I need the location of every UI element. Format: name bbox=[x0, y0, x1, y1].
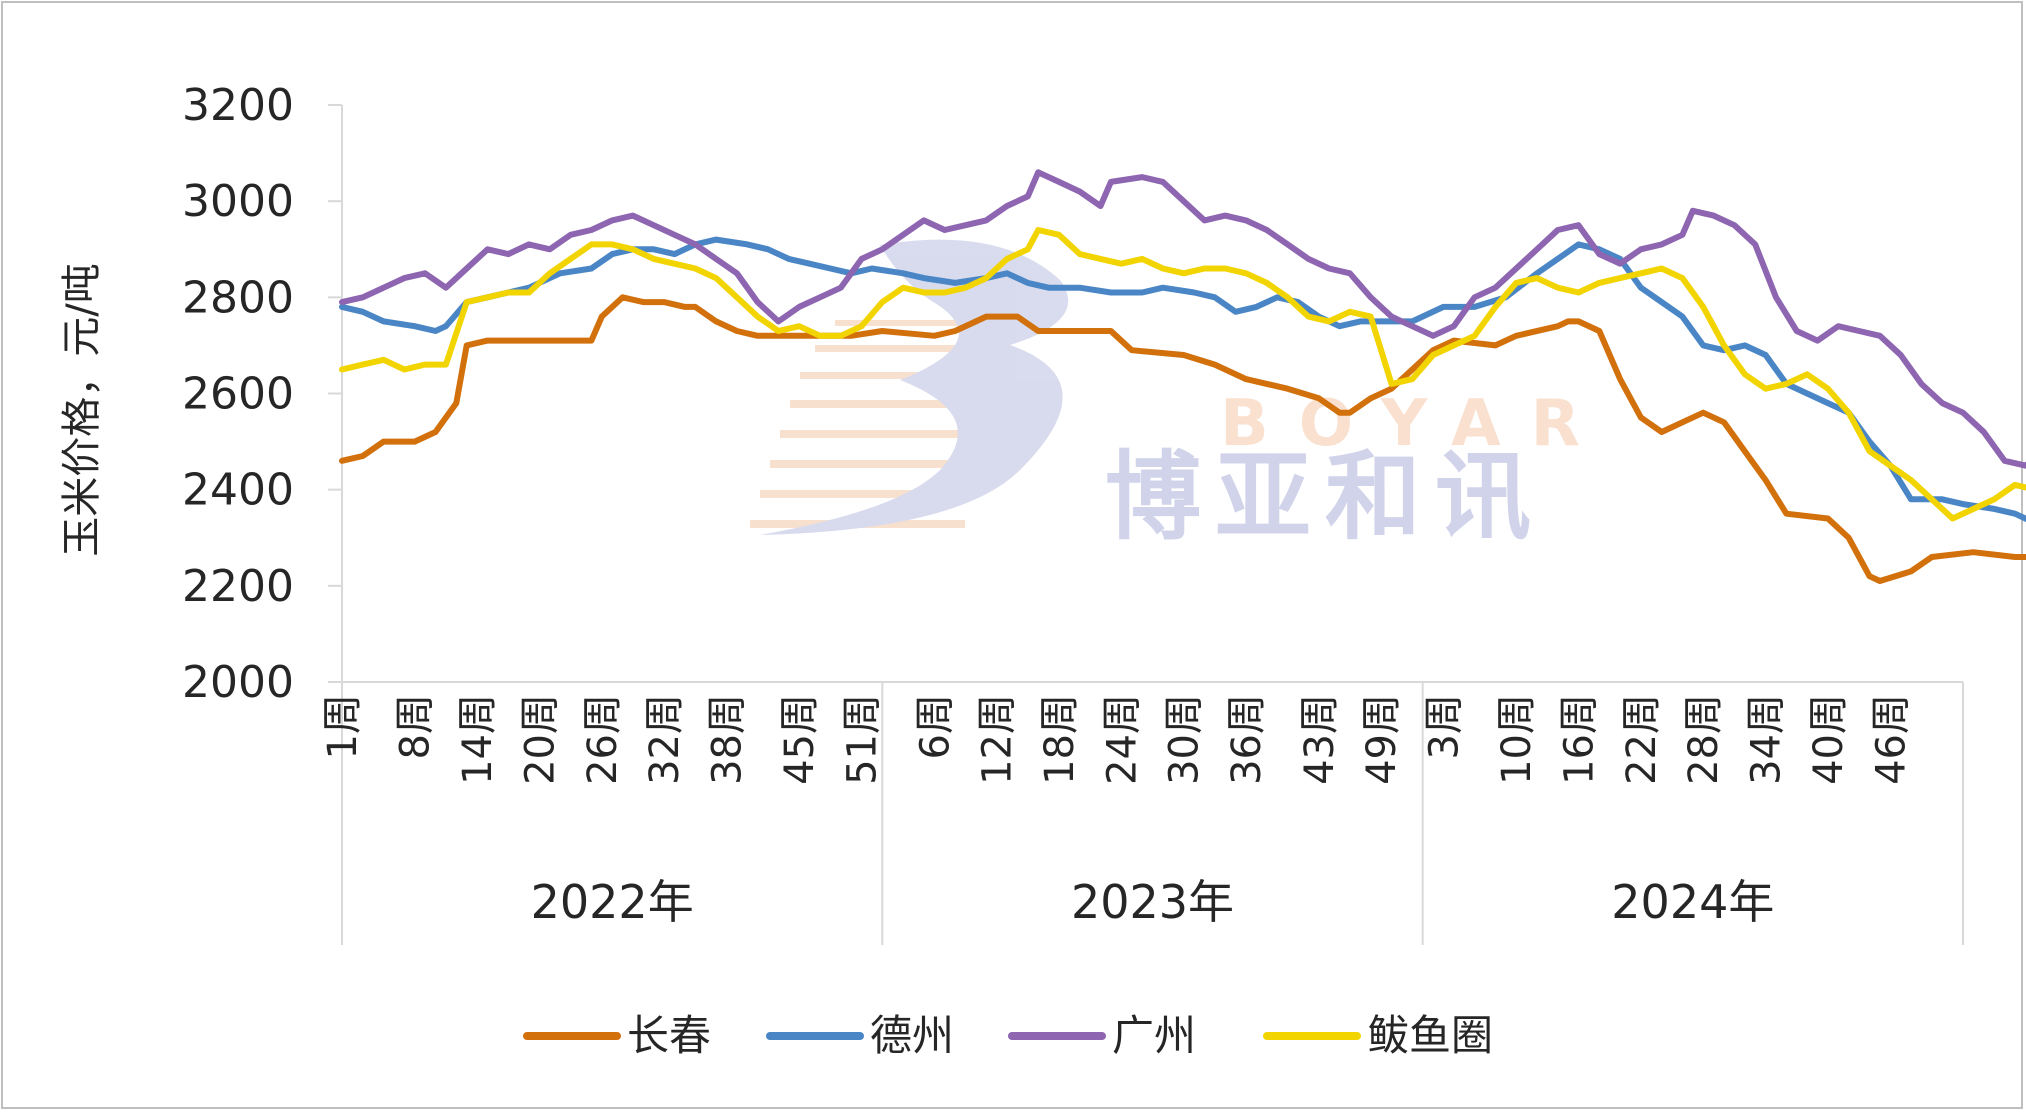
x-tick-label: 49周 bbox=[1359, 694, 1405, 785]
x-tick-label: 46周 bbox=[1868, 694, 1914, 785]
y-tick-label: 3200 bbox=[182, 80, 294, 131]
x-tick-label: 45周 bbox=[777, 694, 823, 785]
x-tick-label: 30周 bbox=[1162, 694, 1208, 785]
x-tick-label: 38周 bbox=[704, 694, 750, 785]
watermark-logo: 博亚和讯 BOYAR bbox=[750, 239, 1610, 553]
series-line-3 bbox=[339, 169, 2026, 469]
x-tick-label: 18周 bbox=[1037, 694, 1083, 785]
x-tick-label: 6周 bbox=[912, 694, 958, 759]
y-tick-label: 2200 bbox=[182, 561, 294, 612]
y-tick-label: 2000 bbox=[182, 657, 294, 708]
watermark-subtext: BOYAR bbox=[1220, 387, 1610, 461]
series-line-1 bbox=[339, 294, 2026, 584]
x-tick-label: 51周 bbox=[840, 694, 886, 785]
x-tick-label: 3周 bbox=[1421, 694, 1467, 759]
x-tick-label: 20周 bbox=[517, 694, 563, 785]
year-label: 2022年 bbox=[531, 875, 694, 929]
y-tick-label: 2600 bbox=[182, 369, 294, 420]
legend-label: 广州 bbox=[1112, 1011, 1196, 1060]
watermark-text: 博亚和讯 bbox=[1105, 441, 1545, 553]
x-tick-label: 24周 bbox=[1099, 694, 1145, 785]
year-label: 2023年 bbox=[1071, 875, 1234, 929]
x-tick-label: 34周 bbox=[1744, 694, 1790, 785]
watermark-b-shape bbox=[760, 239, 1069, 535]
series-line-2 bbox=[339, 236, 2026, 523]
x-tick-label: 12周 bbox=[975, 694, 1021, 785]
legend-label: 德州 bbox=[870, 1011, 954, 1060]
x-tick-label: 10周 bbox=[1494, 694, 1540, 785]
legend: 长春 德州 广州 鲅鱼圈 bbox=[523, 1011, 1493, 1060]
series-layer bbox=[339, 169, 2026, 584]
y-tick-label: 2800 bbox=[182, 272, 294, 323]
x-tick-label: 28周 bbox=[1681, 694, 1727, 785]
x-tick-label: 14周 bbox=[455, 694, 501, 785]
x-tick-label: 26周 bbox=[580, 694, 626, 785]
axes: 2000 2200 2400 2600 2800 3000 3200 1周 8周 14周 20周 26… bbox=[182, 80, 1964, 945]
x-tick-label: 1周 bbox=[320, 694, 366, 759]
x-tick-label: 32周 bbox=[642, 694, 688, 785]
x-tick-label: 22周 bbox=[1619, 694, 1665, 785]
y-axis-label: 玉米价格，元/吨 bbox=[59, 263, 105, 556]
x-tick-label: 43周 bbox=[1297, 694, 1343, 785]
x-tick-label: 36周 bbox=[1224, 694, 1270, 785]
x-tick-label: 8周 bbox=[393, 694, 439, 759]
y-tick-label: 3000 bbox=[182, 176, 294, 227]
series-line-4 bbox=[339, 227, 2026, 522]
x-tick-label: 16周 bbox=[1557, 694, 1603, 785]
legend-label: 鲅鱼圈 bbox=[1367, 1011, 1493, 1060]
legend-label: 长春 bbox=[627, 1011, 711, 1060]
y-tick-label: 2400 bbox=[182, 465, 294, 516]
x-tick-label: 40周 bbox=[1806, 694, 1852, 785]
year-label: 2024年 bbox=[1611, 875, 1774, 929]
